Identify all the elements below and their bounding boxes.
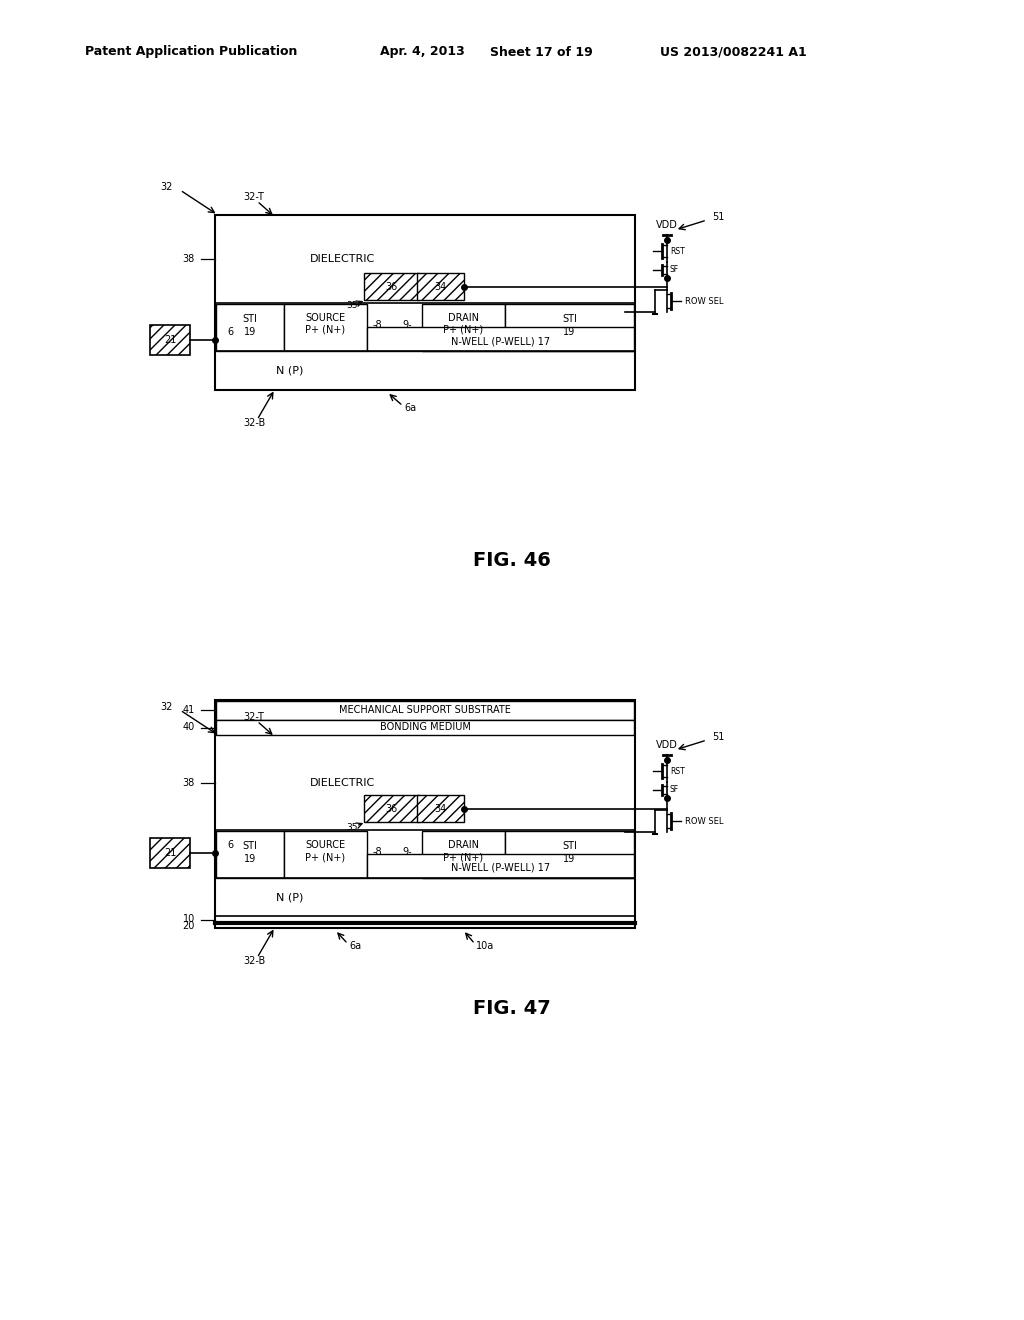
Bar <box>364 273 419 300</box>
Text: BONDING MEDIUM: BONDING MEDIUM <box>380 722 470 733</box>
Text: 6: 6 <box>227 840 233 850</box>
Text: DIELECTRIC: DIELECTRIC <box>310 253 375 264</box>
Text: 19: 19 <box>244 327 256 337</box>
Text: P+ (N+): P+ (N+) <box>443 851 483 862</box>
Bar <box>505 304 634 351</box>
Text: N-WELL (P-WELL) 17: N-WELL (P-WELL) 17 <box>451 863 550 873</box>
Text: 41: 41 <box>182 705 195 715</box>
Text: 36: 36 <box>385 281 397 292</box>
Text: ROW SEL: ROW SEL <box>685 297 724 305</box>
Bar <box>216 701 634 719</box>
Text: -8: -8 <box>372 319 382 330</box>
Bar <box>417 273 464 300</box>
Text: VDD: VDD <box>656 220 678 230</box>
Text: 32-T: 32-T <box>243 711 264 722</box>
Text: 51: 51 <box>712 733 724 742</box>
Bar <box>150 838 190 869</box>
Text: 36: 36 <box>385 804 397 813</box>
Text: 21: 21 <box>164 335 176 345</box>
Text: RST: RST <box>670 247 685 256</box>
Text: 34: 34 <box>434 804 446 813</box>
Bar <box>215 700 635 928</box>
Text: DRAIN: DRAIN <box>449 313 479 323</box>
Text: Sheet 17 of 19: Sheet 17 of 19 <box>490 45 593 58</box>
Bar <box>422 832 505 878</box>
Text: 6a: 6a <box>403 403 416 413</box>
Text: P+ (N+): P+ (N+) <box>305 851 345 862</box>
Text: STI: STI <box>562 841 577 851</box>
Text: US 2013/0082241 A1: US 2013/0082241 A1 <box>660 45 807 58</box>
Text: STI: STI <box>243 314 257 323</box>
Text: 10a: 10a <box>476 941 495 950</box>
Text: RST: RST <box>670 767 685 776</box>
Text: P+ (N+): P+ (N+) <box>305 325 345 335</box>
Text: 20: 20 <box>182 921 195 931</box>
Bar <box>367 327 634 351</box>
Text: N-WELL (P-WELL) 17: N-WELL (P-WELL) 17 <box>451 337 550 346</box>
Text: FIG. 47: FIG. 47 <box>473 998 551 1018</box>
Text: Apr. 4, 2013: Apr. 4, 2013 <box>380 45 465 58</box>
Bar <box>216 304 284 351</box>
Text: VDD: VDD <box>656 741 678 750</box>
Text: 19: 19 <box>563 854 575 865</box>
Bar <box>505 832 634 878</box>
Text: STI: STI <box>562 314 577 323</box>
Text: 32: 32 <box>161 702 173 711</box>
Bar <box>150 325 190 355</box>
Text: -8: -8 <box>372 847 382 857</box>
Text: 38: 38 <box>182 777 195 788</box>
Bar <box>367 854 634 878</box>
Text: 40: 40 <box>182 722 195 733</box>
Text: 35: 35 <box>346 822 357 832</box>
Text: 34: 34 <box>434 281 446 292</box>
Text: 19: 19 <box>244 854 256 865</box>
Text: 32: 32 <box>161 182 173 191</box>
Text: 19: 19 <box>563 327 575 337</box>
Text: MECHANICAL SUPPORT SUBSTRATE: MECHANICAL SUPPORT SUBSTRATE <box>339 705 511 715</box>
Text: N (P): N (P) <box>276 366 304 375</box>
Text: 6a: 6a <box>349 941 361 950</box>
Bar <box>216 719 634 735</box>
Bar <box>422 304 505 351</box>
Bar <box>364 795 419 822</box>
Text: 32-B: 32-B <box>243 956 265 966</box>
Bar <box>215 215 635 389</box>
Text: STI: STI <box>243 841 257 851</box>
Text: Patent Application Publication: Patent Application Publication <box>85 45 297 58</box>
Text: DRAIN: DRAIN <box>449 840 479 850</box>
Text: SF: SF <box>670 265 679 275</box>
Text: 35: 35 <box>346 301 357 309</box>
Text: FIG. 46: FIG. 46 <box>473 550 551 569</box>
Text: 6: 6 <box>227 327 233 337</box>
Text: 38: 38 <box>182 253 195 264</box>
Bar <box>284 832 367 878</box>
Text: 32-T: 32-T <box>243 191 264 202</box>
Text: 9-: 9- <box>402 847 412 857</box>
Text: 32-B: 32-B <box>243 418 265 428</box>
Text: 51: 51 <box>712 213 724 222</box>
Text: DIELECTRIC: DIELECTRIC <box>310 777 375 788</box>
Text: SOURCE: SOURCE <box>305 840 345 850</box>
Bar <box>284 304 367 351</box>
Text: N (P): N (P) <box>276 892 304 902</box>
Text: ROW SEL: ROW SEL <box>685 817 724 825</box>
Bar <box>417 795 464 822</box>
Bar <box>216 832 284 878</box>
Text: 9-: 9- <box>402 319 412 330</box>
Text: 10: 10 <box>182 915 195 924</box>
Text: SOURCE: SOURCE <box>305 313 345 323</box>
Text: P+ (N+): P+ (N+) <box>443 325 483 335</box>
Text: SF: SF <box>670 785 679 795</box>
Text: 21: 21 <box>164 847 176 858</box>
